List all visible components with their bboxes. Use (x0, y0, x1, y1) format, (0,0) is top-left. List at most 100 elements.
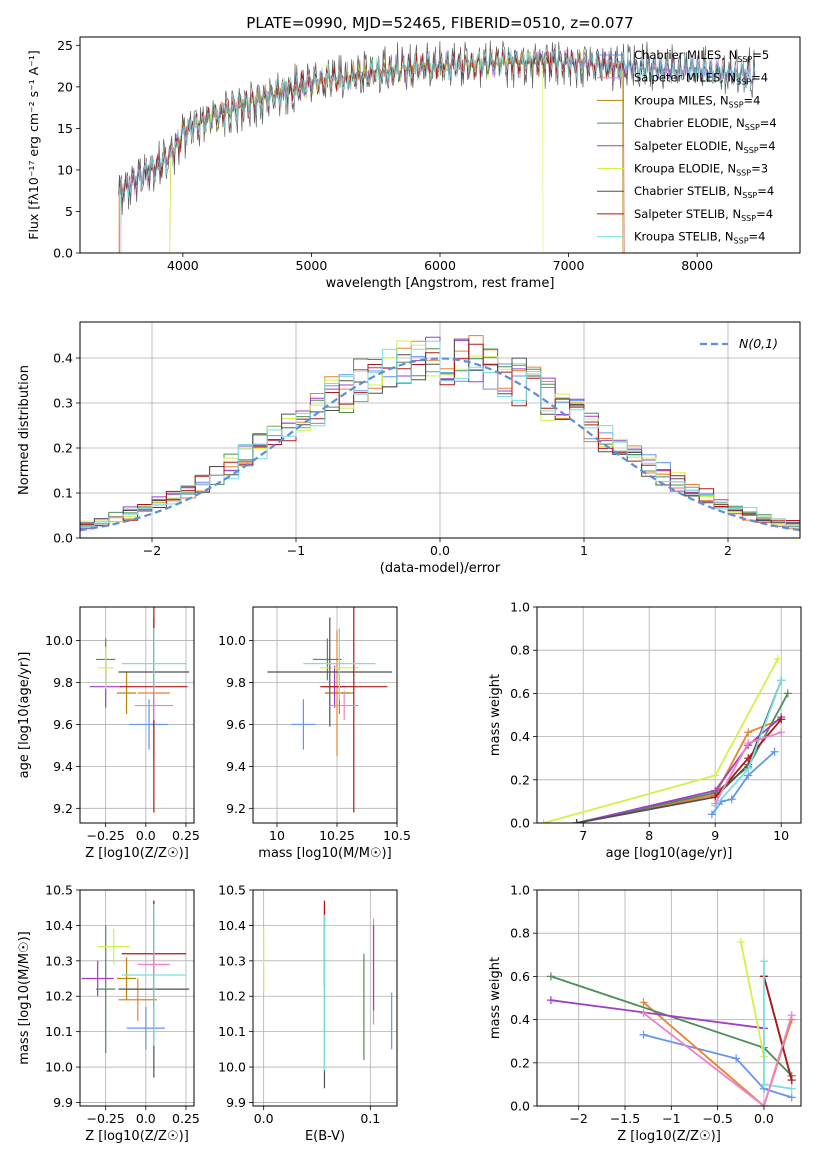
x-tick-label: 6000 (424, 258, 456, 273)
errorbar-point (129, 699, 169, 750)
weight-point-marker (732, 1054, 741, 1063)
y-tick-label: 10.4 (45, 918, 73, 933)
x-axis-label: age [log10(age/yr)] (606, 846, 733, 861)
weight-point-marker (711, 799, 720, 808)
y-tick-label: 0.2 (53, 441, 73, 456)
y-tick-label: 9.6 (226, 717, 246, 732)
weight-point-marker (777, 728, 786, 737)
spectrum-title: PLATE=0990, MJD=52465, FIBERID=0510, z=0… (246, 14, 633, 32)
weight-point-marker (787, 1011, 796, 1020)
x-axis-label: E(B-V) (305, 1129, 345, 1144)
age_vs_Z-frame (79, 606, 195, 824)
x-tick-label: −0.25 (87, 1111, 125, 1126)
y-tick-label: 10.2 (218, 989, 246, 1004)
weight-point-marker (759, 1102, 768, 1106)
y-tick-label: 0.4 (510, 1012, 530, 1027)
x-tick-label: −0.25 (87, 828, 125, 843)
spectrum-series-line (118, 48, 625, 253)
x-tick-label: 10.5 (383, 828, 411, 843)
mass_vs_Z-plot-area (81, 900, 190, 1078)
legend-entry-label: Chabrier ELODIE, NSSP=4 (634, 116, 777, 132)
weight-point-marker (707, 810, 716, 819)
x-tick-label: 0.1 (360, 1111, 380, 1126)
y-axis-label: mass [log10(M/M☉)] (17, 931, 32, 1064)
y-tick-label: 25 (57, 38, 73, 53)
x-axis-label: Z [log10(Z/Z☉)] (617, 1129, 721, 1144)
x-tick-label: −2 (143, 543, 161, 558)
x-tick-label: 7 (579, 828, 587, 843)
y-tick-label: 0.2 (510, 772, 530, 787)
errorbar-point (291, 699, 316, 750)
x-tick-label: 10 (773, 828, 789, 843)
residuals-plot-area (80, 335, 800, 532)
x-tick-label: 10 (269, 828, 285, 843)
mass_vs_ebv-frame (252, 889, 398, 1107)
y-tick-label: 1.0 (510, 883, 530, 898)
weight-point-marker (744, 739, 753, 748)
errorbar-point (118, 978, 158, 1022)
legend-entry-label: Salpeter MILES, NSSP=4 (634, 71, 768, 87)
weight_vs_Z-panel: −2 −1.5 −1 −0.5 0.0 0.0 0.2 0.4 0.6 0.8 1.0 Z [log1… (488, 883, 802, 1144)
x-tick-label: 10.25 (319, 828, 355, 843)
y-axis-label: age [log10(age/yr)] (17, 652, 32, 779)
y-axis-label: mass weight (488, 957, 503, 1039)
errorbar-point (329, 690, 359, 721)
legend-entry-label: Chabrier STELIB, NSSP=4 (634, 184, 774, 200)
x-tick-label: 8000 (681, 258, 713, 273)
weight-point-marker (759, 957, 768, 966)
weight-point-marker (783, 689, 792, 698)
spectrum-plot-area (118, 40, 756, 253)
legend-entry-label: Kroupa STELIB, NSSP=4 (634, 230, 765, 246)
x-tick-label: 0.25 (172, 1111, 200, 1126)
y-tick-label: 0.3 (53, 396, 73, 411)
legend-entry-label: Salpeter ELODIE, NSSP=4 (634, 139, 776, 155)
y-tick-label: 0.0 (510, 816, 530, 831)
mass_vs_ebv-plot-area (263, 900, 393, 1089)
spectrum-frame (79, 36, 801, 254)
y-axis-label: mass weight (488, 674, 503, 756)
y-tick-label: 15 (57, 121, 73, 136)
weight-series-line (643, 1033, 792, 1099)
x-axis-label: wavelength [Angstrom, rest frame] (326, 276, 555, 291)
y-tick-label: 10.1 (218, 1024, 246, 1039)
x-tick-label: 0.0 (136, 1111, 156, 1126)
y-tick-label: 10.5 (218, 883, 246, 898)
weight-series-line (763, 976, 793, 1081)
weight-point-marker (539, 819, 548, 823)
weight_vs_Z-frame (536, 889, 802, 1107)
y-tick-label: 9.2 (226, 801, 246, 816)
spectrum-series-line (119, 48, 756, 253)
x-tick-label: −0.5 (702, 1111, 732, 1126)
weight-point-marker (744, 728, 753, 737)
mass_vs_Z-panel: −0.25 0.0 0.25 9.9 10.0 10.1 10.2 10.3 10.4 10.5 Z… (17, 883, 200, 1145)
legend-entry-label: Salpeter STELIB, NSSP=4 (634, 207, 773, 223)
weight-series-line (576, 718, 782, 823)
y-tick-label: 10.2 (45, 989, 73, 1004)
x-tick-label: −1.5 (610, 1111, 640, 1126)
x-tick-label: 0.0 (430, 543, 450, 558)
y-tick-label: 10.4 (218, 918, 246, 933)
y-tick-label: 5 (65, 204, 73, 219)
y-tick-label: 0.1 (53, 486, 73, 501)
weight-point-marker (736, 937, 745, 946)
errorbar-point (97, 646, 114, 689)
y-tick-label: 0.0 (53, 531, 73, 546)
y-tick-label: 0.0 (510, 1099, 530, 1114)
x-tick-label: 8 (645, 828, 653, 843)
weight_vs_age-frame (536, 606, 802, 824)
weight-point-marker (572, 819, 581, 823)
weight_vs_Z-plot-area (546, 937, 796, 1106)
x-axis-label: Z [log10(Z/Z☉)] (85, 846, 189, 861)
y-tick-label: 10.0 (218, 1060, 246, 1075)
y-tick-label: 0.8 (510, 643, 530, 658)
y-tick-label: 10.5 (45, 883, 73, 898)
legend-entry-label: Kroupa ELODIE, NSSP=3 (634, 162, 768, 178)
weight_vs_age-panel: 7 8 9 10 0.0 0.2 0.4 0.6 0.8 1.0 age [log10(age/yr… (488, 600, 802, 861)
weight-point-marker (639, 1030, 648, 1039)
x-tick-label: −1 (287, 543, 305, 558)
legend-entry-label: Kroupa MILES, NSSP=4 (634, 93, 760, 109)
x-axis-label: (data-model)/error (380, 561, 501, 576)
x-tick-label: −2 (569, 1111, 587, 1126)
y-tick-label: 9.2 (53, 801, 73, 816)
